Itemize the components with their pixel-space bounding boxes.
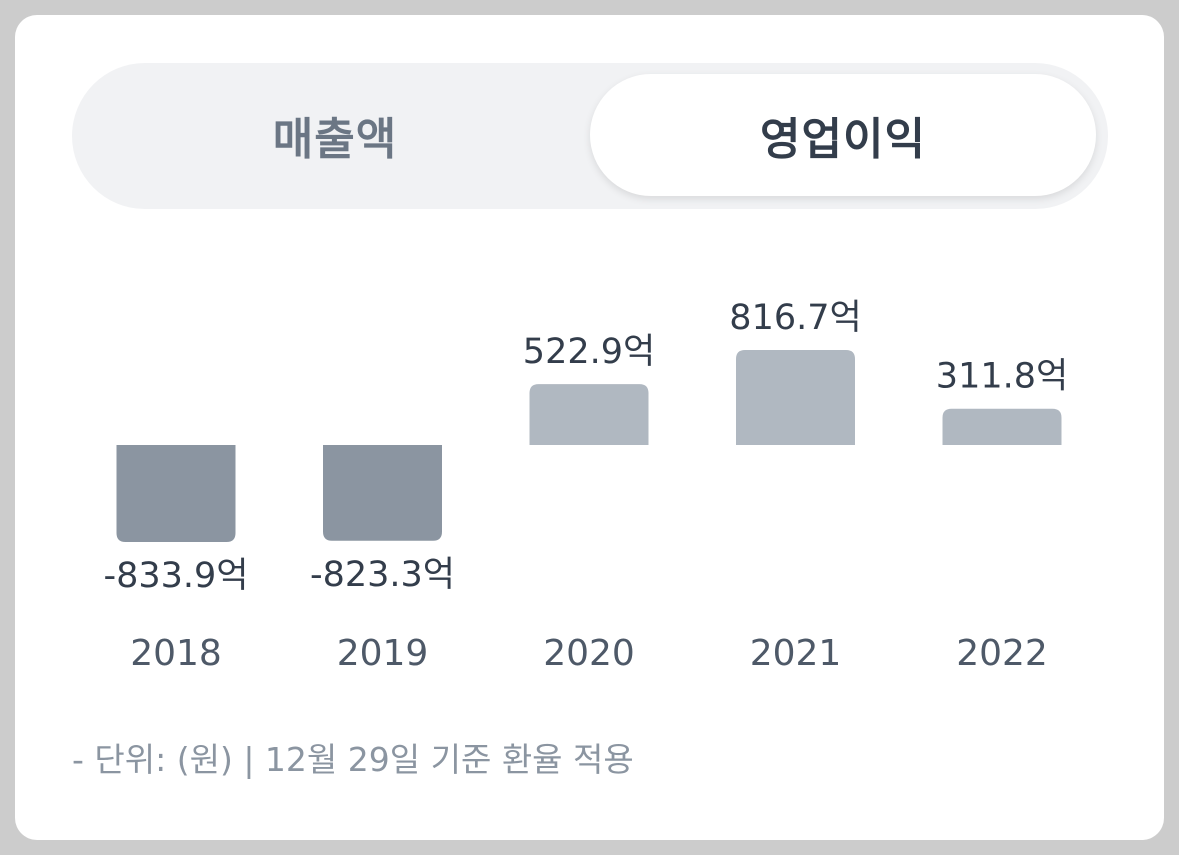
tab-operating-profit[interactable]: 영업이익 <box>590 74 1096 196</box>
tab-revenue[interactable]: 매출액 <box>272 114 398 165</box>
operating-profit-card: 매출액 영업이익 -833.9억 2018 -823.3억 2019 522.9억 202… <box>15 15 1164 840</box>
year-label-2018: 2018 <box>130 633 222 674</box>
value-label-2020: 522.9억 <box>523 332 655 372</box>
operating-profit-bar-chart: -833.9억 2018 -823.3억 2019 522.9억 2020 816.7억 20… <box>103 298 1068 674</box>
value-label-2022: 311.8억 <box>936 357 1068 397</box>
year-label-2019: 2019 <box>337 633 429 674</box>
bar-2018 <box>116 445 236 542</box>
bar-2022 <box>942 408 1062 445</box>
bar-2021 <box>736 350 855 445</box>
bar-2020 <box>529 384 649 445</box>
year-label-2021: 2021 <box>750 633 842 674</box>
value-label-2019: -823.3억 <box>310 555 455 595</box>
metric-segmented-control: 매출액 영업이익 <box>72 63 1108 209</box>
value-label-2021: 816.7억 <box>729 298 861 338</box>
bar-2019 <box>323 445 442 541</box>
year-label-2022: 2022 <box>956 633 1048 674</box>
unit-footnote: - 단위: (원) | 12월 29일 기준 환율 적용 <box>72 740 634 779</box>
value-label-2018: -833.9억 <box>103 556 248 596</box>
year-label-2020: 2020 <box>543 633 635 674</box>
